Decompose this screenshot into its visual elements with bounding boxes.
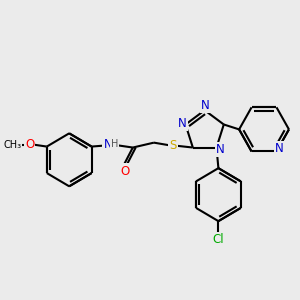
Text: H: H [111, 139, 118, 149]
Text: CH₃: CH₃ [3, 140, 21, 150]
Text: N: N [103, 138, 112, 151]
Text: S: S [169, 139, 177, 152]
Text: O: O [121, 165, 130, 178]
Text: N: N [201, 99, 210, 112]
Text: N: N [216, 143, 225, 156]
Text: O: O [25, 138, 34, 151]
Text: N: N [178, 117, 187, 130]
Text: N: N [275, 142, 284, 155]
Text: Cl: Cl [213, 233, 224, 246]
